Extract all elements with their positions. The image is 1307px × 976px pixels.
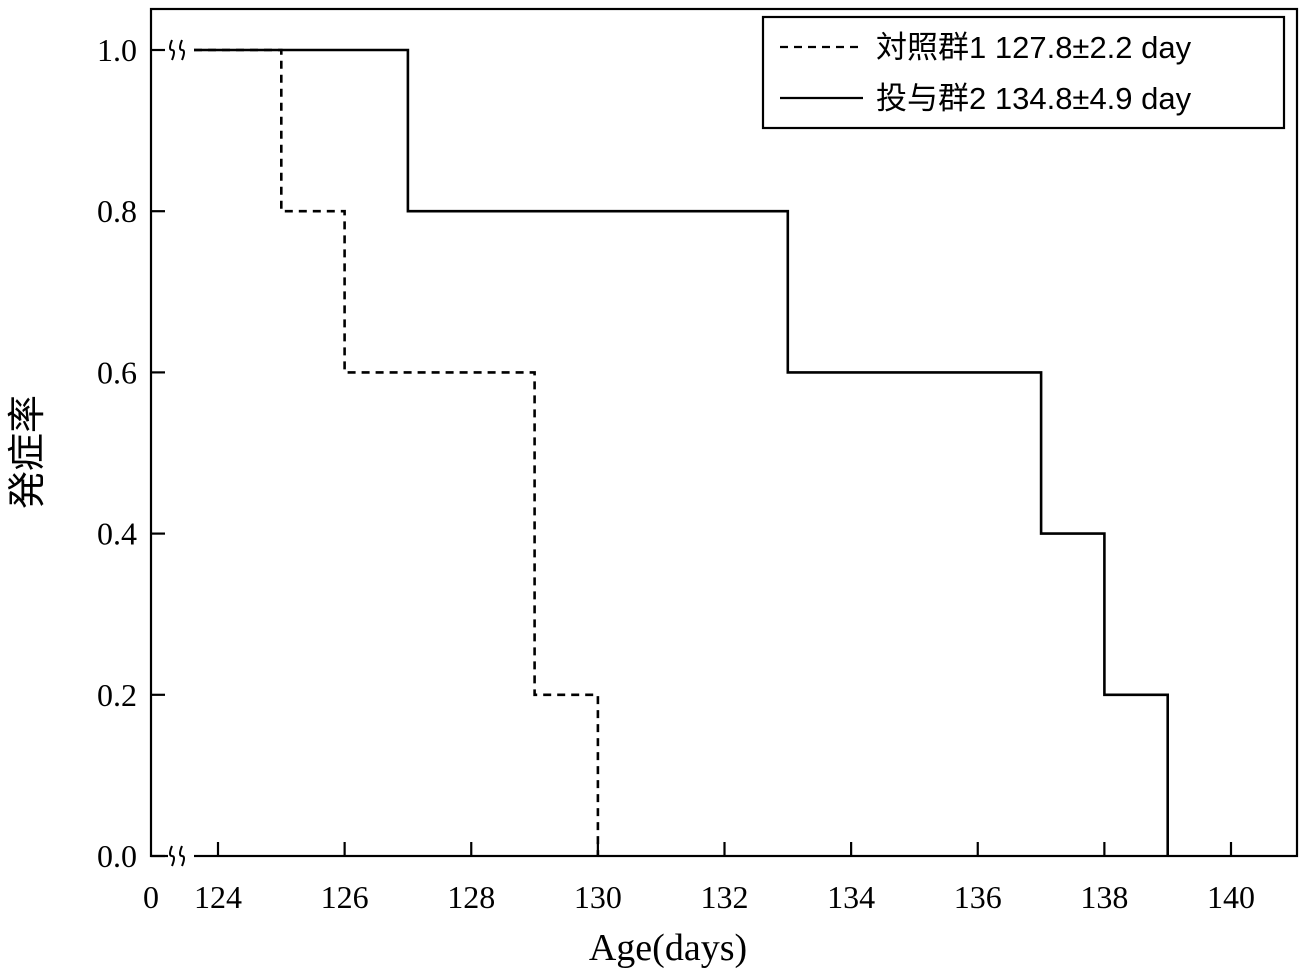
x-tick-label: 140	[1207, 879, 1255, 915]
x-tick-label: 128	[447, 879, 495, 915]
y-tick-label: 0.2	[97, 677, 137, 713]
series-line-treated	[194, 48, 1169, 856]
x-axis: 124 126 128 130 132 134 136 138 140 0	[143, 842, 1255, 915]
y-tick-label: 0.6	[97, 354, 137, 390]
y-tick-label: 0.0	[97, 838, 137, 874]
x-tick-label: 130	[574, 879, 622, 915]
legend-label-treated: 投与群2 134.8±4.9 day	[876, 81, 1192, 116]
legend-box	[761, 15, 1286, 130]
x-tick-label: 136	[954, 879, 1002, 915]
x-origin-label: 0	[143, 879, 159, 915]
x-tick-label: 132	[701, 879, 749, 915]
x-tick-label: 126	[321, 879, 369, 915]
legend-label-control: 対照群1 127.8±2.2 day	[876, 30, 1192, 65]
y-tick-label: 1.0	[97, 32, 137, 68]
axis-break-bottom-icon	[168, 844, 194, 868]
series-layer	[194, 48, 1169, 856]
x-axis-title: Age(days)	[589, 927, 747, 969]
series-line-control	[194, 48, 600, 856]
plot-frame	[149, 7, 1299, 858]
x-tick-label: 138	[1080, 879, 1128, 915]
x-tick-label: 134	[827, 879, 875, 915]
x-tick-label: 124	[194, 879, 242, 915]
y-axis-title: 発症率	[7, 395, 49, 509]
y-tick-label: 0.8	[97, 193, 137, 229]
axis-break-top-icon	[168, 38, 194, 62]
y-tick-label: 0.4	[97, 516, 137, 552]
legend: 対照群1 127.8±2.2 day 投与群2 134.8±4.9 day	[761, 15, 1286, 130]
y-axis: 0.0 0.2 0.4 0.6 0.8 1.0	[97, 32, 194, 874]
